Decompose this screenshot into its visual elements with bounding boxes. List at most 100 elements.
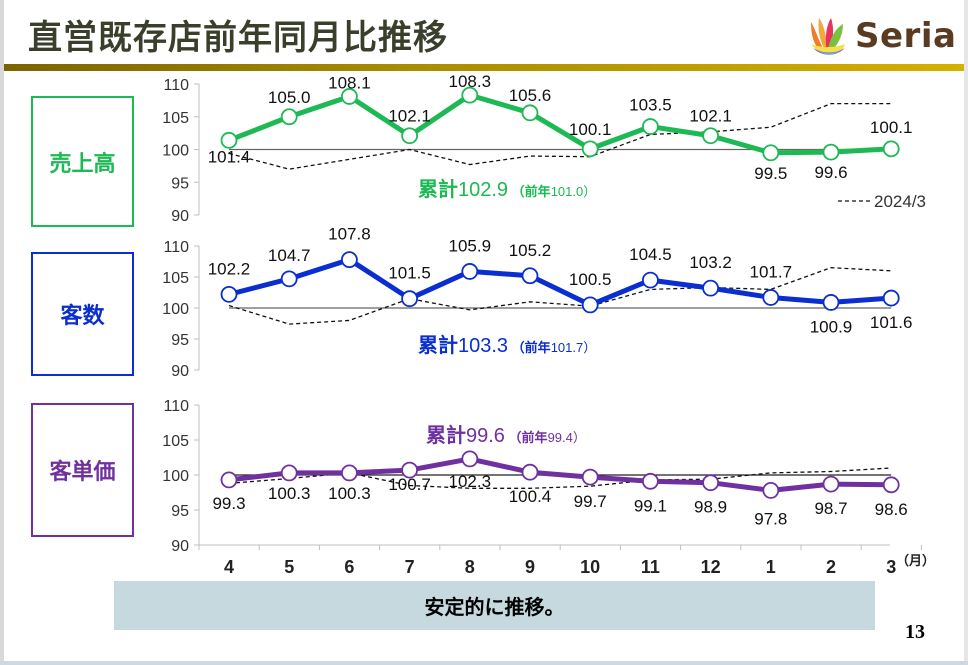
data-label: 99.3 (212, 494, 245, 513)
data-point-marker (581, 140, 599, 158)
cumulative-prior-text: （前年 (508, 184, 551, 199)
data-label: 100.1 (569, 120, 612, 139)
data-point-marker (521, 267, 539, 285)
data-point-marker (882, 476, 900, 494)
x-tick-label: 5 (284, 557, 294, 577)
data-label: 108.1 (328, 73, 371, 92)
x-tick-label: 8 (465, 557, 475, 577)
data-label: 105.9 (449, 236, 492, 255)
label-box-sales: 売上高 (31, 96, 134, 227)
label-box-customers: 客数 (31, 252, 134, 376)
y-tick-label: 95 (171, 175, 189, 192)
slide-bottom-edge (0, 661, 968, 665)
data-label: 98.7 (814, 499, 847, 518)
data-label: 97.8 (754, 509, 787, 528)
current-year-line (228, 456, 892, 493)
data-label: 99.6 (814, 163, 847, 182)
slide-left-edge (0, 0, 4, 665)
y-tick-label: 100 (162, 468, 189, 485)
data-point-marker (220, 131, 238, 149)
data-label: 99.1 (634, 496, 667, 515)
data-point-marker (822, 294, 840, 311)
x-tick-label: 9 (525, 557, 535, 577)
data-label: 103.5 (629, 96, 672, 115)
page-number: 13 (905, 621, 925, 643)
x-tick-label: 2 (826, 557, 836, 577)
data-point-marker (762, 481, 780, 499)
data-label: 100.5 (569, 270, 612, 289)
data-point-marker (702, 127, 719, 145)
x-tick-label: 6 (344, 557, 354, 577)
x-axis-unit-label: （月） (896, 553, 935, 568)
data-point-marker (702, 279, 719, 297)
label-box-unit-price: 客単価 (31, 403, 134, 537)
data-point-marker (762, 289, 780, 306)
cumulative-value: 99.6 (466, 425, 505, 447)
cumulative-prior-text: （前年 (508, 340, 551, 355)
data-point-marker (642, 118, 659, 135)
brand-name: Seria (855, 16, 957, 56)
data-point-marker (280, 270, 298, 288)
y-tick-label: 105 (162, 110, 189, 127)
data-point-marker (521, 463, 539, 481)
y-tick-label: 110 (163, 239, 189, 256)
data-point-marker (461, 263, 479, 280)
data-label: 100.7 (388, 475, 431, 494)
data-label: 99.7 (574, 492, 607, 511)
title-underline-bar (4, 64, 964, 71)
prior-year-line (228, 103, 892, 170)
cumulative-prior-value: 101.7 (551, 340, 584, 355)
cumulative-prefix: 累計 (418, 333, 458, 357)
legend-label: 2024/3 (874, 192, 926, 211)
y-tick-label: 110 (163, 77, 189, 94)
x-tick-label: 11 (641, 557, 660, 577)
cumulative-prior-value: 99.4 (548, 430, 573, 445)
y-tick-label: 100 (162, 301, 189, 318)
data-label: 102.3 (449, 472, 492, 491)
data-label: 104.5 (629, 245, 672, 264)
data-point-marker (581, 296, 599, 314)
x-tick-label: 4 (224, 557, 234, 577)
data-label: 105.2 (509, 241, 552, 260)
data-label: 100.3 (328, 484, 371, 503)
data-label: 104.7 (268, 246, 311, 265)
data-label: 100.1 (870, 118, 913, 137)
data-label: 98.9 (694, 498, 727, 517)
data-label: 102.1 (388, 107, 431, 126)
data-label: 100.3 (268, 484, 311, 503)
prior-year-line (228, 267, 892, 325)
x-tick-label: 7 (405, 557, 415, 577)
data-label: 101.6 (870, 313, 913, 332)
y-tick-label: 100 (162, 143, 189, 160)
y-tick-label: 90 (171, 538, 189, 555)
data-label: 100.4 (509, 487, 552, 506)
data-point-marker (642, 271, 659, 289)
brand-logo: Seria (805, 14, 956, 58)
chart-panel-customers: 90 95 100 105 110 102.2 104.7 107.8 101.5 105.9 10… (162, 225, 912, 380)
data-label: 107.8 (328, 225, 371, 244)
data-point-marker (882, 140, 900, 158)
cumulative-annotation: 累計102.9 （前年101.0） (418, 177, 596, 201)
data-point-marker (401, 127, 419, 145)
y-tick-label: 95 (171, 332, 189, 349)
data-label: 108.3 (449, 72, 492, 91)
data-point-marker (280, 464, 298, 482)
y-tick-label: 95 (171, 503, 189, 520)
y-tick-label: 105 (162, 270, 189, 287)
data-point-marker (461, 450, 479, 468)
cumulative-suffix: ） (583, 184, 596, 199)
cumulative-value: 103.3 (458, 335, 508, 357)
data-point-marker (822, 475, 840, 493)
data-point-marker (340, 88, 358, 105)
data-point-marker (702, 474, 719, 492)
data-label: 102.1 (689, 107, 732, 126)
cumulative-suffix: ） (573, 430, 586, 445)
page-title: 直営既存店前年同月比推移 (28, 18, 448, 58)
data-point-marker (642, 472, 659, 490)
slide-right-edge (964, 0, 968, 665)
data-point-marker (401, 290, 419, 308)
prior-year-line (228, 467, 892, 489)
data-point-marker (762, 144, 780, 162)
